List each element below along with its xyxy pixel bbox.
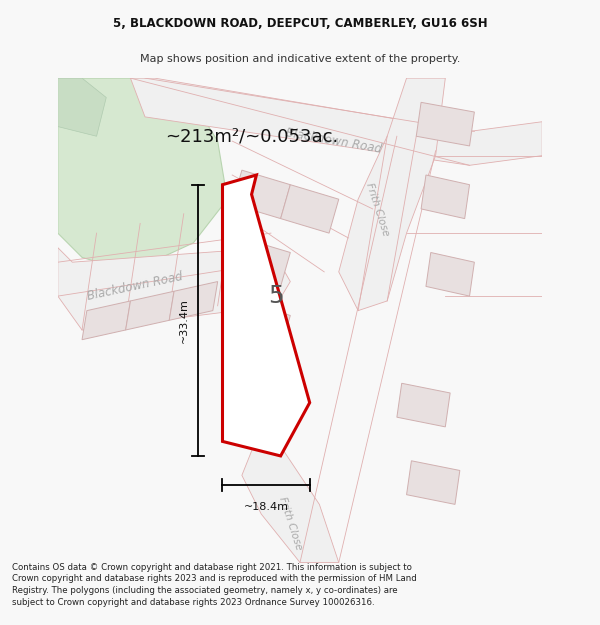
Polygon shape <box>232 364 290 413</box>
Text: ~18.4m: ~18.4m <box>244 502 289 512</box>
Polygon shape <box>397 383 450 427</box>
Polygon shape <box>426 253 475 296</box>
Polygon shape <box>125 291 174 330</box>
Polygon shape <box>58 248 290 330</box>
Polygon shape <box>421 175 470 219</box>
Polygon shape <box>407 461 460 504</box>
Text: Contains OS data © Crown copyright and database right 2021. This information is : Contains OS data © Crown copyright and d… <box>12 562 417 607</box>
Text: 5: 5 <box>268 284 284 308</box>
Text: Frith Close: Frith Close <box>277 496 304 552</box>
Text: Blackdown Road: Blackdown Road <box>285 126 383 156</box>
Text: Frith Close: Frith Close <box>364 181 391 237</box>
Polygon shape <box>281 185 339 233</box>
Text: ~33.4m: ~33.4m <box>179 298 189 343</box>
Polygon shape <box>58 78 106 136</box>
Text: 5, BLACKDOWN ROAD, DEEPCUT, CAMBERLEY, GU16 6SH: 5, BLACKDOWN ROAD, DEEPCUT, CAMBERLEY, G… <box>113 17 487 30</box>
Polygon shape <box>82 301 130 340</box>
Polygon shape <box>232 301 290 349</box>
Text: Blackdown Road: Blackdown Road <box>86 270 184 303</box>
Text: ~213m²/~0.053ac.: ~213m²/~0.053ac. <box>165 127 338 145</box>
Polygon shape <box>242 427 339 562</box>
Polygon shape <box>58 78 227 272</box>
Polygon shape <box>130 78 542 165</box>
Polygon shape <box>416 102 475 146</box>
Polygon shape <box>232 238 290 286</box>
Text: Map shows position and indicative extent of the property.: Map shows position and indicative extent… <box>140 54 460 64</box>
Polygon shape <box>223 175 310 456</box>
Polygon shape <box>339 78 445 311</box>
Polygon shape <box>169 281 218 320</box>
Polygon shape <box>232 170 290 219</box>
